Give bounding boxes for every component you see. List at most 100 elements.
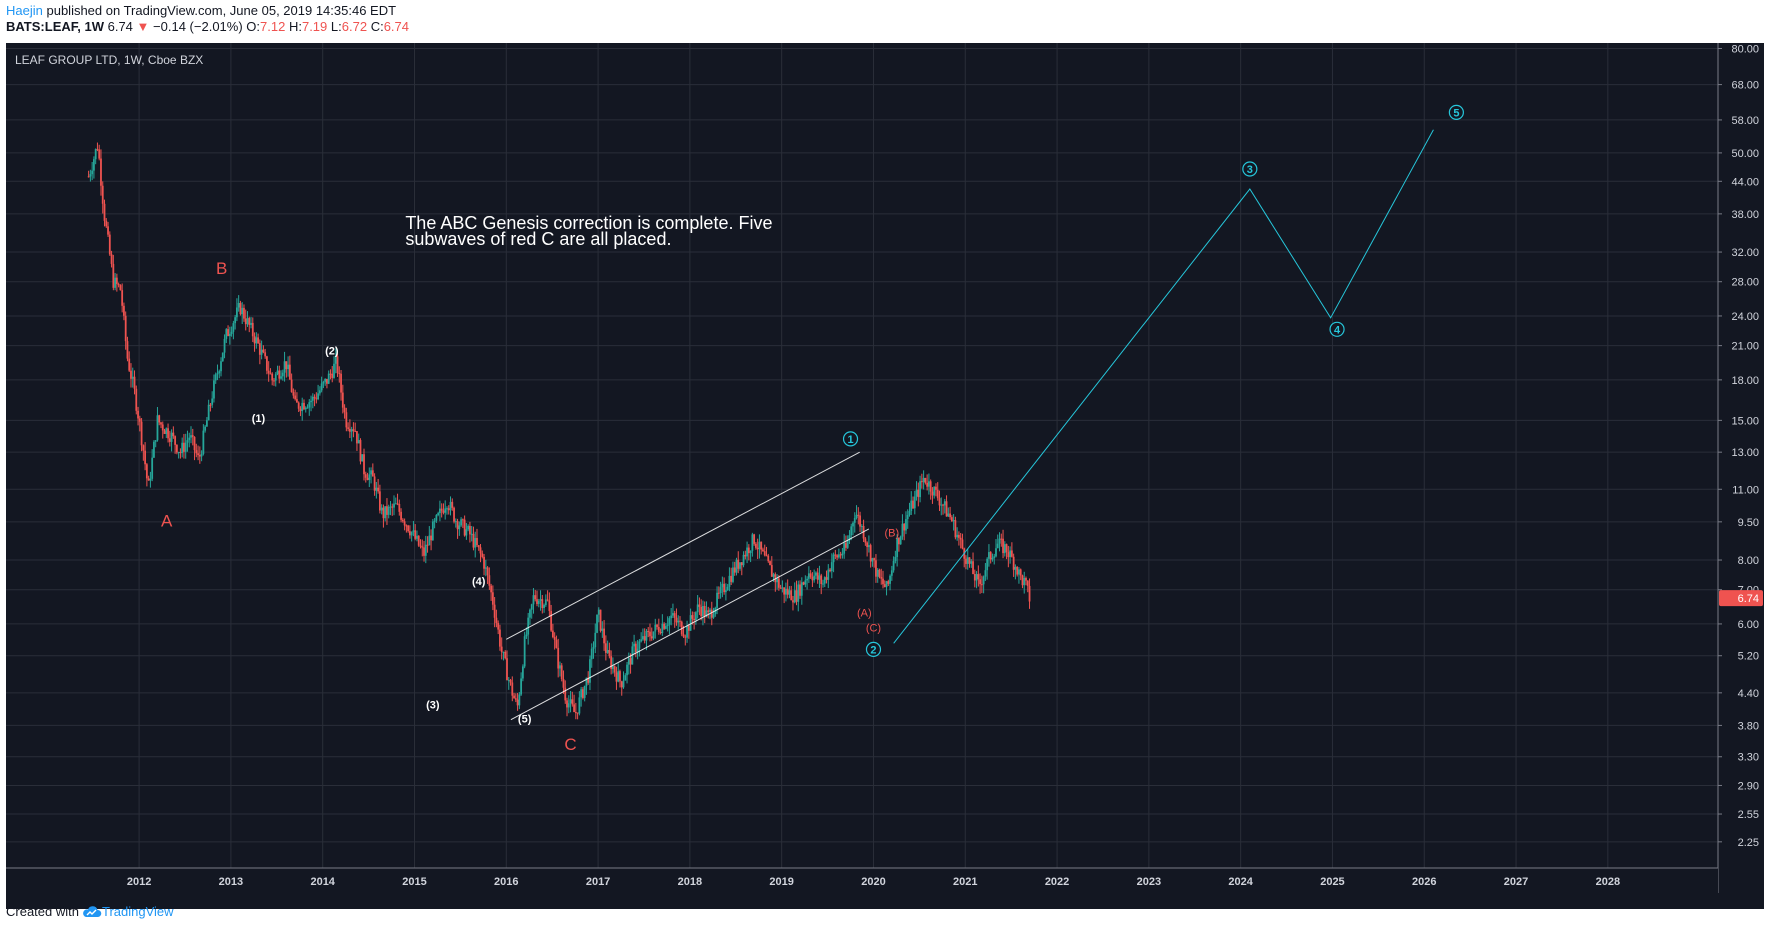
candle-body <box>131 376 134 379</box>
candle-body <box>587 677 590 683</box>
candle-body <box>594 632 597 648</box>
candle-body <box>297 402 300 409</box>
price-axis-ticks: 80.00 68.00 58.00 50.00 44.00 38.00 32.00 28.00… <box>1717 43 1763 893</box>
candle-body <box>410 532 413 536</box>
candle-body <box>566 700 568 708</box>
candle-body <box>241 307 244 315</box>
candle-body <box>497 622 500 630</box>
low-value: 6.72 <box>341 19 368 34</box>
candle-body <box>384 506 387 519</box>
candle-body <box>634 643 637 653</box>
candle-body <box>573 704 575 713</box>
down-arrow-icon: ▼ <box>136 19 150 34</box>
candle-body <box>504 651 507 659</box>
wave-label-minor: (B) <box>884 527 899 539</box>
candle-body <box>195 450 198 454</box>
high-label: H: <box>288 19 302 34</box>
candle-body <box>892 561 895 571</box>
tradingview-brand[interactable]: TradingView <box>82 904 174 919</box>
candle-body <box>629 658 632 665</box>
candle-body <box>278 370 281 379</box>
candle-body <box>405 525 408 527</box>
price-tick-label: 9.50 <box>1738 517 1759 529</box>
candle-body <box>917 489 920 498</box>
candle-body <box>846 540 849 548</box>
candle-body <box>875 560 877 577</box>
wave-label-subwave: (1) <box>252 413 266 425</box>
candle-body <box>299 408 302 412</box>
candle-body <box>707 610 710 612</box>
wave-circle-marker <box>865 641 882 658</box>
candle-body <box>186 440 189 443</box>
candle-body <box>816 572 819 580</box>
candle-body <box>959 537 962 540</box>
candle-body <box>145 464 148 479</box>
candle-body <box>175 444 178 453</box>
candle-body <box>1018 569 1020 575</box>
ohlc-line: BATS:LEAF, 1W 6.74 ▼ −0.14 (−2.01%) O:7.… <box>6 19 409 35</box>
candle-body <box>433 520 436 522</box>
grid <box>6 43 1718 868</box>
candle-body <box>818 575 821 580</box>
candle-body <box>619 671 621 682</box>
candle-body <box>564 687 567 701</box>
candle-body <box>703 605 706 617</box>
candle-body <box>837 554 840 558</box>
author-link[interactable]: Haejin <box>6 3 43 18</box>
candle-body <box>396 503 399 505</box>
candle-body <box>211 398 214 405</box>
candle-body <box>860 526 863 528</box>
candle-body <box>124 315 127 342</box>
candle-body <box>463 519 466 536</box>
candle-body <box>534 595 537 600</box>
wave-circle-marker <box>1448 104 1464 120</box>
candle-body <box>603 628 605 644</box>
candle-body <box>608 649 611 657</box>
candle-body <box>461 519 464 521</box>
time-axis[interactable] <box>6 868 1718 893</box>
candle-body <box>373 476 376 491</box>
candle-body <box>334 356 337 364</box>
candle-body <box>654 624 657 632</box>
candle-body <box>972 561 974 575</box>
candle-body <box>950 517 953 522</box>
candle-body <box>530 604 533 610</box>
candle-body <box>636 648 639 653</box>
candle-body <box>961 539 964 549</box>
candle-body <box>642 636 644 640</box>
candle-body <box>91 170 94 175</box>
candle-body <box>343 407 346 413</box>
candle-body <box>601 628 604 631</box>
candle-body <box>747 547 750 554</box>
candle-body <box>281 372 284 377</box>
candle-body <box>989 552 992 560</box>
candle-body <box>1014 566 1017 570</box>
candle-body <box>913 496 916 509</box>
candle-body <box>271 373 274 381</box>
candle-body <box>813 575 816 581</box>
candle-body <box>928 481 930 487</box>
candle-body <box>253 336 256 344</box>
candle-body <box>209 404 212 406</box>
candle-body <box>401 519 404 522</box>
year-tick-label: 2021 <box>953 876 977 888</box>
candle-body <box>739 562 741 569</box>
candle-body <box>781 587 784 589</box>
candle-body <box>841 553 844 556</box>
price-tick-label: 15.00 <box>1731 415 1759 427</box>
price-tick-label: 4.40 <box>1738 688 1759 700</box>
candle-body <box>380 507 383 511</box>
candle-body <box>942 504 944 506</box>
price-axis[interactable] <box>1718 43 1764 909</box>
candle-body <box>1016 566 1019 575</box>
candle-body <box>606 649 609 653</box>
year-tick-label: 2013 <box>219 876 243 888</box>
candle-body <box>170 432 173 442</box>
candle-body <box>822 583 824 585</box>
candle-body <box>664 626 667 629</box>
candle-body <box>276 370 279 375</box>
candle-body <box>582 689 584 698</box>
year-tick-label: 2018 <box>678 876 702 888</box>
candle-body <box>890 570 893 576</box>
